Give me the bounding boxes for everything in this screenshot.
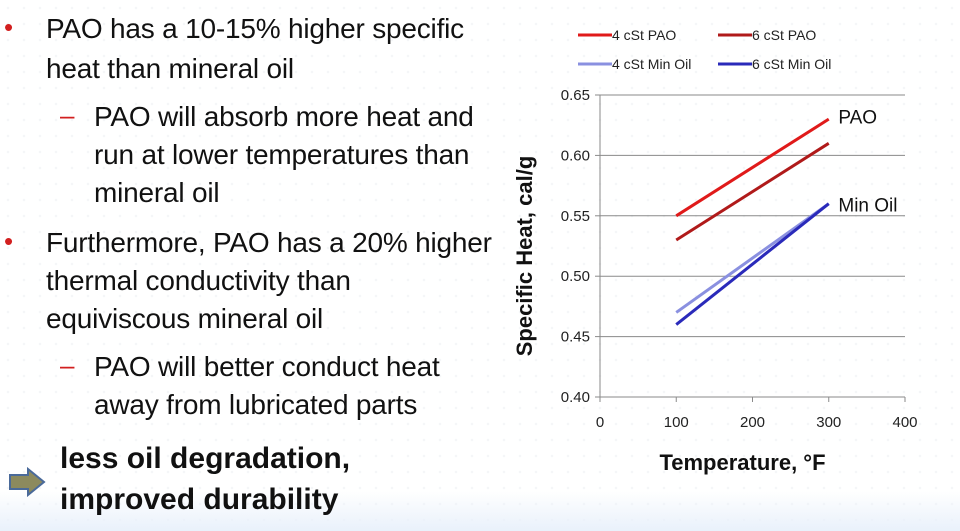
sub-bullet-2-line-1: PAO will better conduct heat [94,351,440,382]
conclusion-line-2: improved durability [60,483,339,516]
y-tick-label: 0.60 [561,147,590,164]
y-tick-label: 0.40 [561,389,590,406]
bullet-1-line-2: heat than mineral oil [46,53,294,84]
series-layer [675,117,830,326]
legend-label: 6 cSt Min Oil [752,56,831,72]
y-tick-label: 0.55 [561,208,590,225]
x-tick-label: 400 [892,414,917,431]
x-axis-title: Temperature, °F [659,450,825,475]
x-tick-label: 200 [740,414,765,431]
bullet-marker: • [4,226,14,256]
axis-labels: PAO Min Oil Temperature, °F Specific Heat, … [512,108,898,475]
sub-bullet-1-line-3: mineral oil [94,177,220,208]
bullet-marker: • [4,12,14,42]
axes-layer: 0.40 0.45 0.50 0.55 0.60 0.65 0 100 200 300 400 [561,87,918,431]
y-tick-label: 0.50 [561,268,590,285]
annotation-label: Min Oil [838,196,897,217]
sub-bullet-1-line-1: PAO will absorb more heat and [94,101,474,132]
bullet-2-line-2: thermal conductivity than [46,265,351,296]
series-line-6-cst-min-oil [675,202,830,326]
y-tick-label: 0.65 [561,87,590,104]
sub-bullet-marker: – [60,100,75,130]
bottom-glow [0,491,960,531]
annotation-label: PAO [838,108,877,129]
x-tick-label: 100 [664,414,689,431]
series-line-4-cst-min-oil [675,202,830,314]
bullet-2-line-1: Furthermore, PAO has a 20% higher [46,227,492,258]
right-arrow-icon [9,467,46,497]
legend-label: 6 cSt PAO [752,27,816,43]
y-tick-label: 0.45 [561,329,590,346]
bullet-1-line-1: PAO has a 10-15% higher specific [46,13,464,44]
conclusion-line-1: less oil degradation, [60,442,351,475]
x-tick-label: 300 [816,414,841,431]
sub-bullet-2-line-2: away from lubricated parts [94,389,418,420]
sub-bullet-1-line-2: run at lower temperatures than [94,139,470,170]
grid-layer [600,94,905,398]
y-axis-title: Specific Heat, cal/g [512,156,537,357]
legend: 4 cSt PAO 6 cSt PAO 4 cSt Min Oil 6 cSt Min… [578,27,831,72]
series-line-6-cst-pao [675,142,830,242]
x-tick-label: 0 [596,414,604,431]
legend-label: 4 cSt PAO [612,27,676,43]
legend-label: 4 cSt Min Oil [612,56,691,72]
series-line-4-cst-pao [675,117,830,218]
bullet-2-line-3: equiviscous mineral oil [46,303,324,334]
sub-bullet-marker: – [60,350,75,380]
